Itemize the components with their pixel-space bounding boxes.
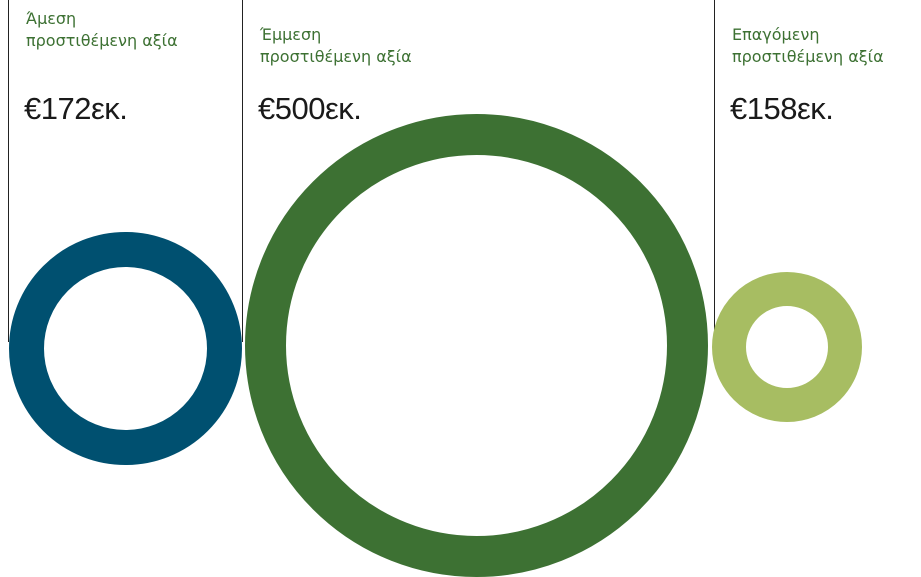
panel-indirect-value-added: Έμμεση προστιθέμενη αξία €500εκ. bbox=[242, 0, 714, 577]
panel-value: €172εκ. bbox=[24, 91, 128, 126]
panel-value: €158εκ. bbox=[730, 91, 834, 126]
ring-graphic bbox=[712, 272, 862, 422]
ring-graphic bbox=[9, 232, 242, 465]
panel-title-line1: Άμεση bbox=[26, 9, 77, 28]
panel-title: Επαγόμενη προστιθέμενη αξία bbox=[732, 24, 884, 68]
panel-title: Έμμεση προστιθέμενη αξία bbox=[260, 24, 412, 68]
panel-title-line2: προστιθέμενη αξία bbox=[26, 31, 178, 50]
panel-title-line2: προστιθέμενη αξία bbox=[732, 47, 884, 66]
ring-graphic bbox=[245, 114, 708, 577]
panel-value: €500εκ. bbox=[258, 91, 362, 126]
panel-title-line1: Έμμεση bbox=[260, 25, 322, 44]
panel-direct-value-added: Άμεση προστιθέμενη αξία €172εκ. bbox=[8, 0, 242, 465]
panel-title: Άμεση προστιθέμενη αξία bbox=[26, 8, 178, 52]
panel-induced-value-added: Επαγόμενη προστιθέμενη αξία €158εκ. bbox=[712, 0, 921, 422]
panel-title-line1: Επαγόμενη bbox=[732, 25, 820, 44]
panel-title-line2: προστιθέμενη αξία bbox=[260, 47, 412, 66]
